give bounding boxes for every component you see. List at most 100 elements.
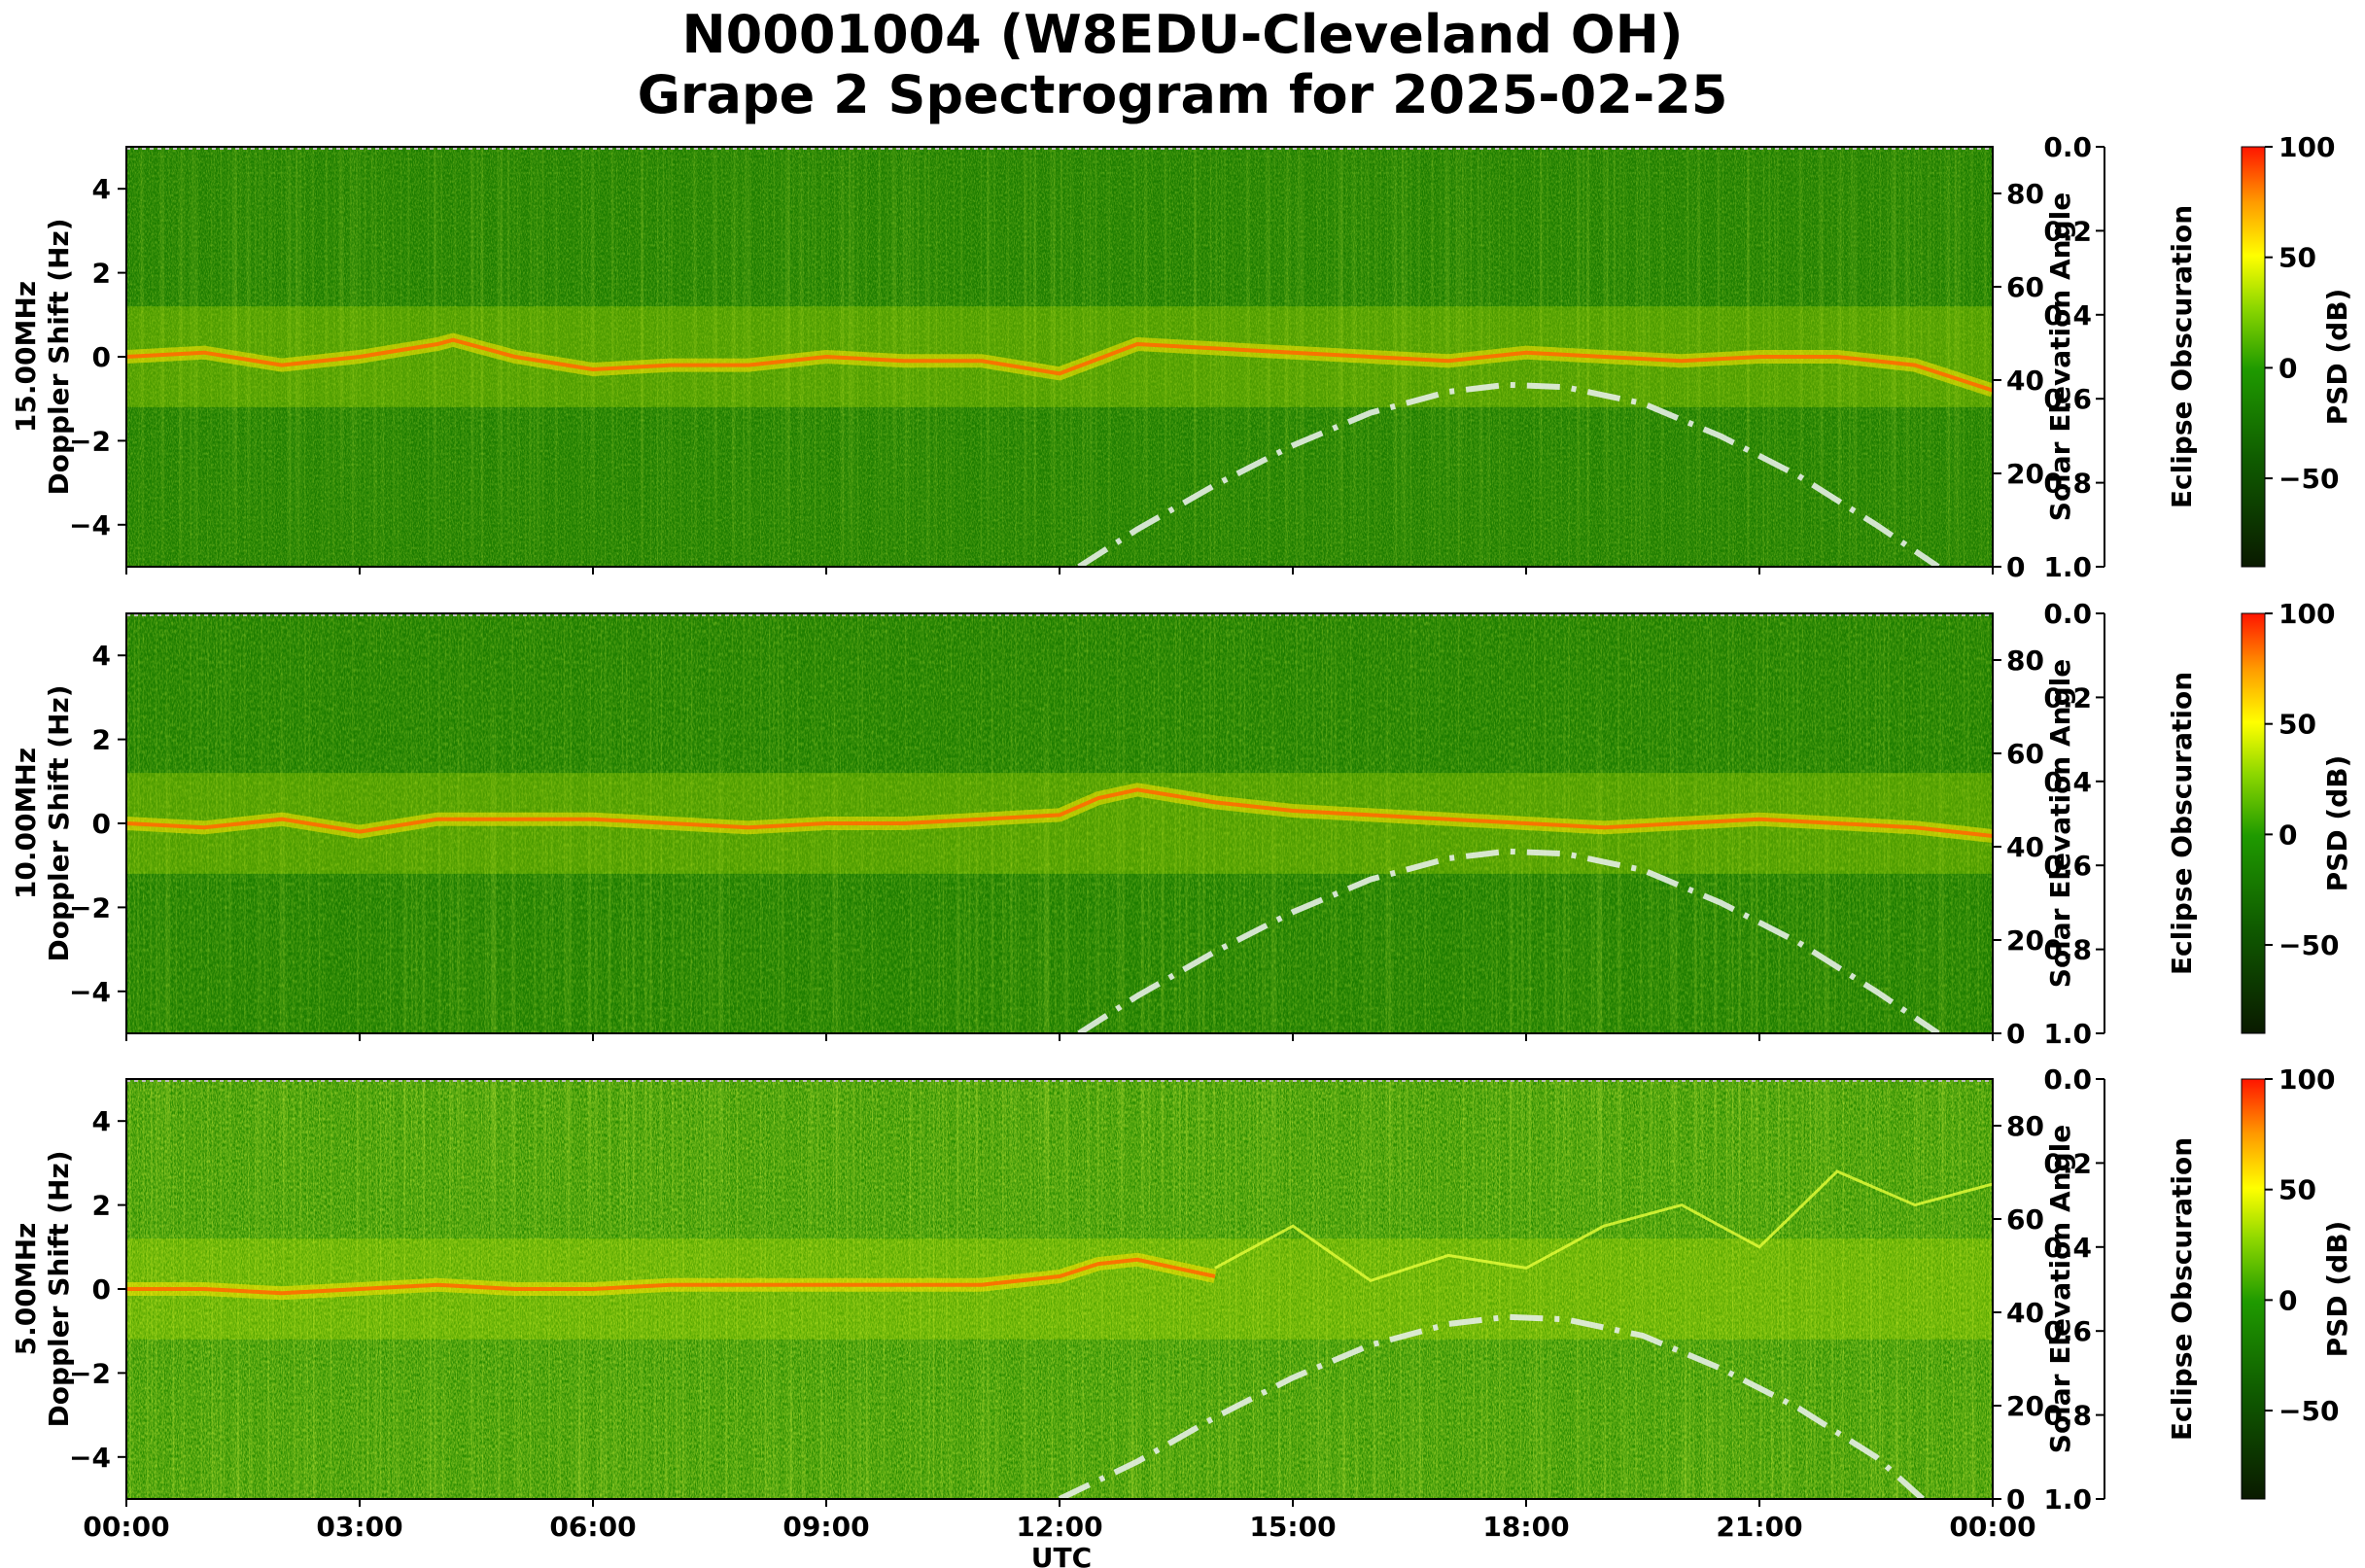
y-axis-label: 15.00MHzDoppler Shift (Hz) [10, 218, 75, 495]
x-tick-label: 15:00 [1249, 1511, 1336, 1543]
colorbar [2241, 146, 2266, 568]
eclipse-tick-label: 1.0 [2043, 1018, 2092, 1050]
y-tick-label: 0 [92, 341, 111, 373]
solar-tick-label: 0 [2006, 551, 2025, 583]
eclipse-tick-label: 0.0 [2043, 598, 2092, 630]
panel-1: 420−2−415.00MHzDoppler Shift (Hz)8060402… [10, 131, 2353, 583]
eclipse-axis-label: Eclipse Obscuration [2166, 1137, 2198, 1441]
spectrogram-area [126, 147, 1993, 567]
colorbar-tick-label: 100 [2278, 1063, 2335, 1096]
colorbar-tick-label: −50 [2278, 929, 2339, 961]
spectrogram-area [126, 1079, 1993, 1499]
solar-elevation-curve [1058, 1313, 1926, 1499]
solar-tick-label: 40 [2006, 831, 2044, 863]
x-tick-label: 09:00 [783, 1511, 869, 1543]
colorbar-label: PSD (dB) [2321, 289, 2353, 426]
x-tick-label: 21:00 [1716, 1511, 1802, 1543]
eclipse-tick-label: 0.4 [2043, 766, 2092, 798]
solar-tick-label: 60 [2006, 271, 2044, 303]
x-tick-label: 00:00 [1949, 1511, 2035, 1543]
colorbar-tick-label: 50 [2278, 709, 2316, 741]
eclipse-tick-label: 0.4 [2043, 1232, 2092, 1264]
solar-tick-label: 20 [2006, 1390, 2044, 1422]
y-tick-label: −4 [69, 509, 111, 541]
panel-2: 420−2−410.00MHzDoppler Shift (Hz)8060402… [10, 598, 2353, 1050]
eclipse-tick-label: 0.8 [2043, 468, 2092, 500]
y-tick-label: 2 [92, 724, 111, 756]
x-axis-label: UTC [1031, 1542, 1092, 1568]
solar-tick-label: 40 [2006, 365, 2044, 397]
solar-tick-label: 80 [2006, 1110, 2044, 1142]
colorbar-label: PSD (dB) [2321, 755, 2353, 892]
solar-tick-label: 80 [2006, 645, 2044, 677]
carrier-trace [126, 1257, 1216, 1296]
eclipse-tick-label: 0.6 [2043, 850, 2092, 882]
colorbar [2241, 612, 2266, 1034]
y-tick-label: 4 [92, 640, 111, 672]
colorbar-tick-label: 100 [2278, 598, 2335, 630]
y-tick-label: 0 [92, 1273, 111, 1306]
x-tick-label: 00:00 [83, 1511, 169, 1543]
eclipse-axis-label: Eclipse Obscuration [2166, 672, 2198, 975]
eclipse-tick-label: 0.8 [2043, 934, 2092, 966]
carrier-trace [126, 337, 1993, 393]
y-tick-label: −2 [69, 891, 111, 923]
solar-axis-label: Solar Elevation Angle [2044, 659, 2076, 988]
y-tick-label: 0 [92, 808, 111, 840]
y-axis-label-line: Doppler Shift (Hz) [43, 684, 75, 961]
colorbar-tick-label: 100 [2278, 131, 2335, 163]
figure-title-line-2: Grape 2 Spectrogram for 2025-02-25 [637, 64, 1728, 125]
eclipse-tick-label: 0.2 [2043, 1147, 2092, 1179]
solar-tick-label: 20 [2006, 458, 2044, 490]
solar-tick-label: 40 [2006, 1297, 2044, 1329]
y-axis-label-line: Doppler Shift (Hz) [43, 218, 75, 495]
eclipse-tick-label: 0.6 [2043, 383, 2092, 415]
y-tick-label: 4 [92, 173, 111, 205]
y-tick-label: −2 [69, 1357, 111, 1389]
y-axis-label-line: 5.00MHz [10, 1223, 42, 1356]
eclipse-tick-label: 0.0 [2043, 1063, 2092, 1096]
solar-tick-label: 20 [2006, 924, 2044, 957]
eclipse-tick-label: 0.2 [2043, 215, 2092, 247]
solar-axis-label: Solar Elevation Angle [2044, 192, 2076, 521]
eclipse-tick-label: 0.0 [2043, 131, 2092, 163]
eclipse-tick-label: 0.4 [2043, 299, 2092, 331]
solar-tick-label: 60 [2006, 1203, 2044, 1236]
eclipse-tick-label: 1.0 [2043, 1483, 2092, 1516]
y-tick-label: −2 [69, 425, 111, 457]
eclipse-axis-label: Eclipse Obscuration [2166, 205, 2198, 508]
panel-3: 420−2−45.00MHzDoppler Shift (Hz)80604020… [10, 1063, 2353, 1568]
solar-tick-label: 0 [2006, 1483, 2025, 1516]
eclipse-tick-label: 1.0 [2043, 551, 2092, 583]
eclipse-tick-label: 0.6 [2043, 1315, 2092, 1347]
x-tick-label: 06:00 [549, 1511, 636, 1543]
x-tick-label: 12:00 [1016, 1511, 1102, 1543]
colorbar-tick-label: 0 [2278, 1284, 2297, 1316]
colorbar-label: PSD (dB) [2321, 1221, 2353, 1358]
colorbar [2241, 1078, 2266, 1500]
x-tick-label: 18:00 [1482, 1511, 1569, 1543]
colorbar-tick-label: 50 [2278, 1174, 2316, 1206]
solar-tick-label: 60 [2006, 738, 2044, 770]
y-axis-label: 10.00MHzDoppler Shift (Hz) [10, 684, 75, 961]
solar-tick-label: 80 [2006, 178, 2044, 210]
colorbar-tick-label: −50 [2278, 1395, 2339, 1427]
y-tick-label: 2 [92, 1190, 111, 1222]
y-tick-label: −4 [69, 1442, 111, 1474]
eclipse-tick-label: 0.8 [2043, 1400, 2092, 1432]
spectrogram-area [126, 613, 1993, 1033]
colorbar-tick-label: 0 [2278, 819, 2297, 851]
y-tick-label: 4 [92, 1105, 111, 1137]
side-trace-1 [1214, 1169, 1993, 1283]
x-tick-label: 03:00 [316, 1511, 402, 1543]
carrier-trace [126, 787, 1993, 838]
y-axis-label: 5.00MHzDoppler Shift (Hz) [10, 1150, 75, 1427]
colorbar-tick-label: 50 [2278, 242, 2316, 274]
solar-tick-label: 0 [2006, 1018, 2025, 1050]
y-axis-label-line: 15.00MHz [10, 281, 42, 433]
eclipse-tick-label: 0.2 [2043, 681, 2092, 714]
solar-axis-label: Solar Elevation Angle [2044, 1125, 2076, 1453]
y-tick-label: 2 [92, 258, 111, 290]
figure-title-line-1: N0001004 (W8EDU-Cleveland OH) [681, 4, 1684, 65]
